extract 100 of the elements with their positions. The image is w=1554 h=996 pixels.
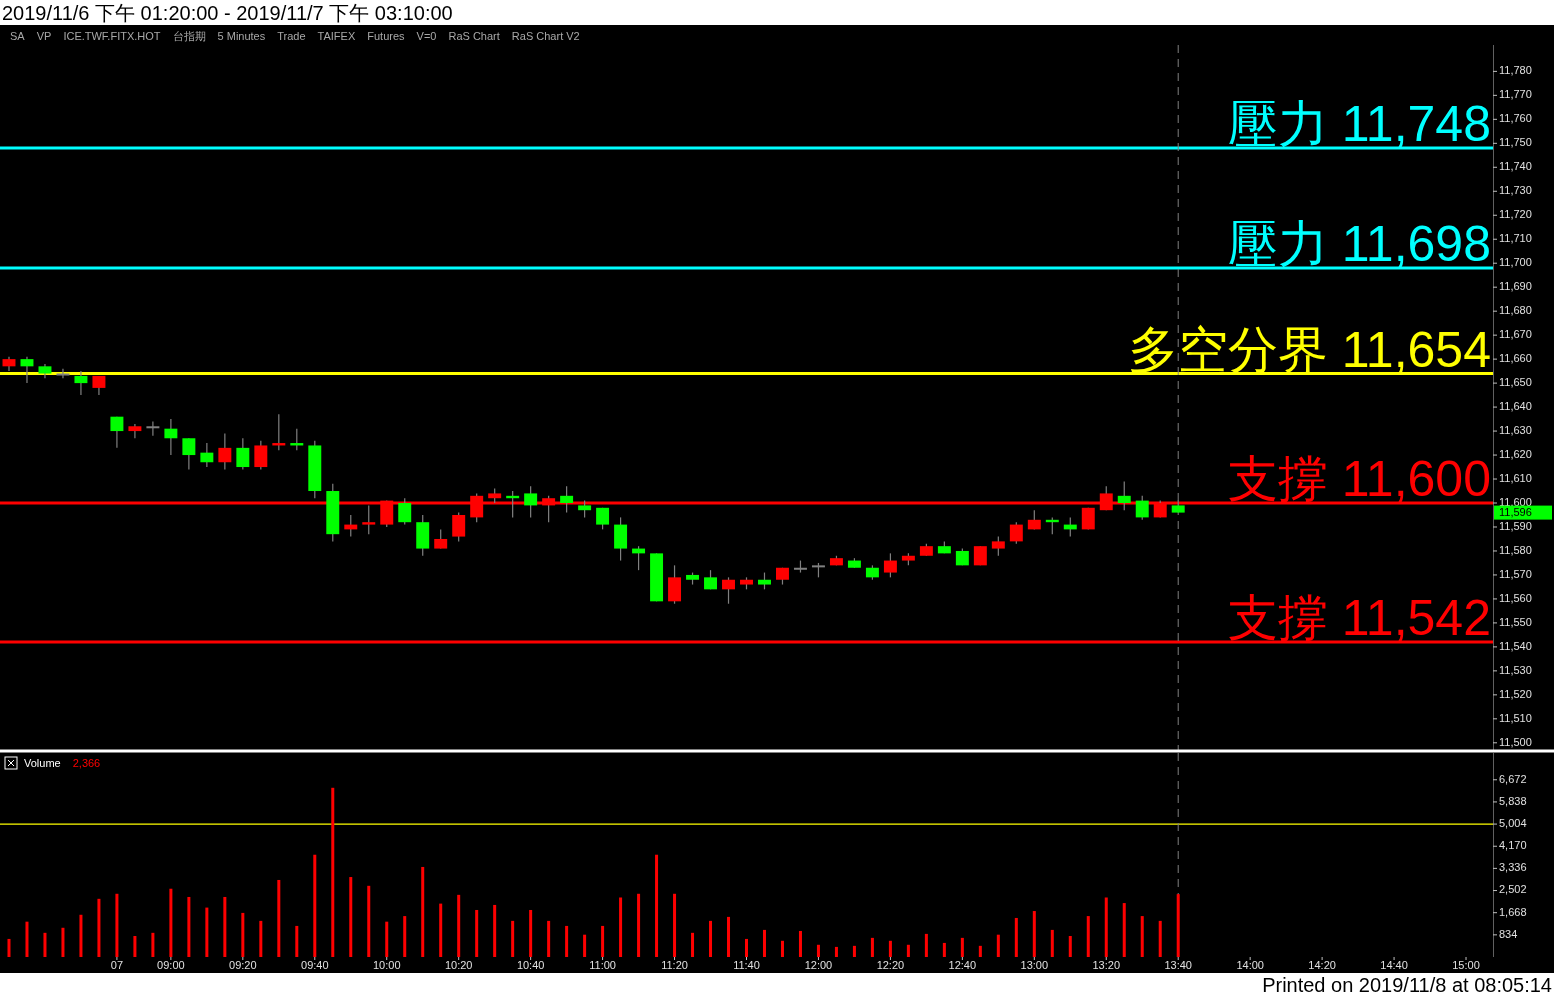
x-tick-label: 13:40 [1164, 959, 1192, 971]
bar [331, 787, 335, 957]
bar [960, 937, 964, 957]
text: Futures [367, 30, 406, 42]
bar [852, 945, 856, 957]
y-tick-label: 11,560 [1499, 591, 1532, 604]
bar [1140, 916, 1144, 957]
y-tick-label: 11,770 [1499, 88, 1532, 101]
bar [349, 877, 353, 957]
y-tick-label: 3,336 [1499, 861, 1527, 874]
candlestick [668, 564, 682, 605]
bar [583, 934, 587, 957]
bar [619, 897, 623, 957]
bar [529, 909, 533, 957]
candlestick [254, 440, 268, 471]
y-tick-label: 11,520 [1499, 687, 1532, 700]
text: ICE.TWF.FITX.HOT [63, 30, 161, 42]
bar [223, 896, 227, 957]
y-tick-label: 11,540 [1499, 639, 1532, 652]
ref-line-label: 壓力 11,748 [1227, 96, 1491, 153]
y-tick-label: 4,170 [1499, 839, 1527, 852]
bar [906, 944, 910, 957]
bar [133, 936, 137, 957]
x-tick-label: 12:40 [948, 959, 977, 971]
x-tick-label: 13:20 [1092, 959, 1121, 971]
bar [978, 945, 982, 957]
bar [870, 937, 874, 957]
y-tick-label: 834 [1499, 927, 1518, 940]
bar [1122, 903, 1126, 957]
candlestick [218, 432, 232, 471]
x-tick-label: 07 [110, 959, 124, 971]
y-tick-label: 11,730 [1499, 184, 1532, 197]
bar [1014, 917, 1018, 957]
x-tick-label: 11:00 [589, 959, 616, 971]
candlestick [398, 497, 412, 526]
text: RaS Chart [448, 30, 500, 42]
y-tick-label: 11,570 [1499, 567, 1532, 580]
bar [673, 893, 677, 957]
bar [1104, 897, 1108, 957]
bar [727, 916, 731, 957]
y-tick-label: 11,610 [1499, 471, 1532, 484]
candlestick [991, 535, 1005, 557]
text: 11,596 [1499, 505, 1532, 518]
y-tick-label: 11,550 [1499, 615, 1532, 628]
x-tick-label: 10:00 [372, 959, 401, 971]
candlestick [1135, 495, 1149, 521]
bar [1176, 894, 1180, 957]
y-tick-label: 11,660 [1499, 352, 1532, 365]
ref-line-label: 支撐 11,542 [1227, 590, 1491, 647]
candlestick [452, 512, 466, 542]
bar [601, 925, 605, 957]
bar [691, 932, 695, 957]
bar [637, 893, 641, 957]
x-tick-label: 10:40 [516, 959, 545, 971]
bar [295, 925, 299, 957]
bar [151, 932, 155, 957]
bar [313, 854, 317, 957]
candlestick [883, 552, 897, 578]
candlestick [182, 437, 196, 471]
bar [241, 912, 245, 957]
text: 5 Minutes [217, 30, 266, 42]
bar [493, 904, 497, 957]
y-tick-label: 11,650 [1499, 376, 1532, 389]
y-tick-label: 11,670 [1499, 328, 1532, 341]
candlestick [434, 528, 448, 550]
ref-line-label: 壓力 11,698 [1227, 216, 1491, 273]
bar [205, 907, 209, 957]
bar [1068, 936, 1072, 957]
bar [97, 898, 101, 957]
y-tick-label: 2,502 [1499, 883, 1527, 896]
y-tick-label: 11,690 [1499, 280, 1532, 293]
bar [43, 932, 47, 957]
text: 台指期 [172, 30, 206, 42]
x-tick-label: 09:40 [301, 959, 329, 971]
bar [745, 938, 748, 957]
chart-title: 2019/11/6 下午 01:20:00 - 2019/11/7 下午 03:10:00 [2, 2, 453, 24]
bar [403, 916, 407, 957]
bar [439, 903, 443, 957]
bar [834, 946, 838, 957]
y-tick-label: 11,780 [1499, 64, 1532, 77]
y-tick-label: 11,710 [1499, 232, 1532, 245]
candlestick [56, 368, 70, 379]
bar [1158, 920, 1162, 957]
bar [385, 921, 389, 957]
annotation: 2,366 [72, 757, 101, 769]
candlestick [74, 370, 88, 396]
text: VP [36, 30, 52, 42]
y-tick-label: 11,530 [1499, 663, 1532, 676]
candlestick [1009, 521, 1023, 545]
bar [259, 920, 263, 957]
ref-line-label: 多空分界 11,654 [1127, 321, 1491, 378]
bar [511, 920, 515, 957]
text: RaS Chart V2 [511, 30, 580, 42]
x-tick-label: 11:20 [661, 959, 688, 971]
y-tick-label: 11,580 [1499, 543, 1532, 556]
candlestick [20, 356, 34, 384]
x-tick-label: 14:00 [1236, 959, 1264, 971]
x-tick-label: 10:20 [444, 959, 473, 971]
y-tick-label: 5,838 [1499, 794, 1527, 807]
x-tick-label: 13:00 [1020, 959, 1049, 971]
